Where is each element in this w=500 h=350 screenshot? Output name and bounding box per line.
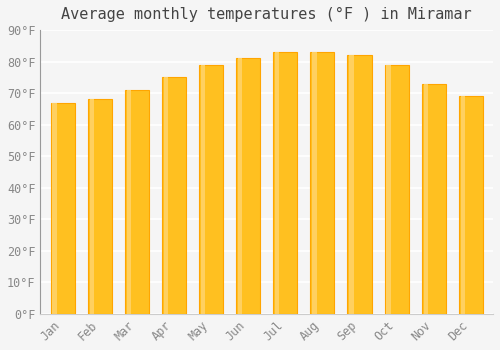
Bar <box>424 84 428 314</box>
Bar <box>312 52 316 314</box>
Bar <box>422 84 446 314</box>
Title: Average monthly temperatures (°F ) in Miramar: Average monthly temperatures (°F ) in Mi… <box>62 7 472 22</box>
Bar <box>199 65 223 314</box>
Bar <box>458 96 483 314</box>
Bar <box>124 90 149 314</box>
Bar <box>460 96 465 314</box>
Bar <box>310 52 334 314</box>
Bar <box>201 65 205 314</box>
Bar <box>273 52 297 314</box>
Bar <box>52 103 57 314</box>
Bar <box>238 58 242 314</box>
Bar <box>126 90 131 314</box>
Bar <box>275 52 280 314</box>
Bar <box>384 65 408 314</box>
Bar <box>348 55 372 314</box>
Bar <box>50 103 74 314</box>
Bar <box>162 77 186 314</box>
Bar <box>90 99 94 314</box>
Bar <box>164 77 168 314</box>
Bar <box>88 99 112 314</box>
Bar <box>350 55 354 314</box>
Bar <box>386 65 391 314</box>
Bar <box>236 58 260 314</box>
